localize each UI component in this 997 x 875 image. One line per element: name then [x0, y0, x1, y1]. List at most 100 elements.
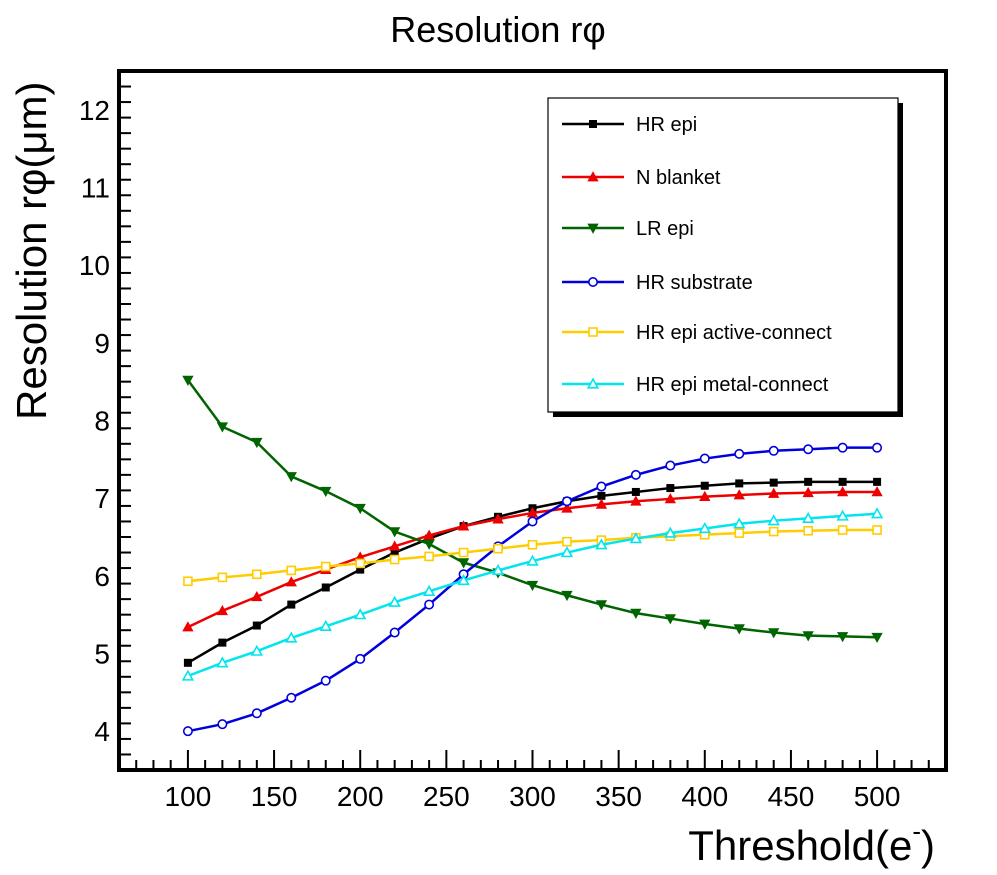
- data-point-hr-epi-metal-connect: [491, 563, 505, 576]
- data-point-hr-substrate: [217, 719, 228, 730]
- x-axis-label: Threshold(e-): [688, 816, 935, 869]
- data-point-n-blanket: [285, 576, 297, 587]
- series-layer: [181, 375, 884, 737]
- data-point-hr-epi-metal-connect: [733, 517, 746, 529]
- data-point-hr-substrate: [803, 444, 814, 455]
- legend-box: [547, 97, 899, 413]
- x-axis-label-sup: -: [912, 816, 921, 846]
- data-point-hr-epi: [804, 477, 813, 486]
- x-axis-label-main: Threshold(e: [688, 822, 912, 869]
- legend-swatch-marker: [589, 120, 597, 128]
- data-point-hr-epi-active-connect: [355, 558, 366, 569]
- y-tick-label: 12: [79, 95, 110, 126]
- data-point-hr-epi-active-connect: [527, 539, 538, 550]
- data-point-hr-epi-metal-connect: [285, 631, 298, 643]
- data-point-hr-epi-metal-connect: [560, 546, 574, 558]
- legend-label: LR epi: [636, 218, 694, 240]
- legend-label: HR substrate: [636, 272, 753, 294]
- data-point-lr-epi: [699, 619, 711, 630]
- data-point-hr-substrate: [734, 448, 745, 459]
- data-point-hr-epi-metal-connect: [422, 584, 436, 597]
- y-tick-label: 10: [79, 250, 110, 281]
- plot-frame: [117, 69, 948, 772]
- data-point-n-blanket: [836, 486, 849, 497]
- data-point-hr-epi-active-connect: [320, 561, 331, 572]
- legend-entry-hr-epi-metal-connect: HR epi metal-connect: [562, 374, 829, 396]
- data-point-lr-epi: [389, 527, 401, 538]
- data-point-hr-substrate: [355, 653, 366, 664]
- legend-entry-lr-epi: LR epi: [562, 218, 694, 240]
- y-tick-label: 8: [94, 406, 110, 437]
- data-point-n-blanket: [457, 520, 470, 531]
- data-point-hr-epi: [183, 658, 192, 667]
- data-point-hr-epi-active-connect: [252, 569, 262, 580]
- data-point-lr-epi: [354, 503, 366, 515]
- x-axis-label-close: ): [921, 822, 935, 869]
- data-point-lr-epi: [423, 539, 435, 550]
- data-point-hr-substrate: [561, 496, 572, 507]
- data-point-n-blanket: [733, 489, 745, 500]
- data-point-hr-epi-metal-connect: [319, 619, 332, 631]
- data-point-hr-substrate: [630, 469, 641, 480]
- data-point-lr-epi: [871, 632, 883, 644]
- data-point-hr-substrate: [665, 460, 676, 471]
- data-point-n-blanket: [664, 493, 676, 504]
- data-point-hr-substrate: [699, 453, 710, 464]
- y-tick-label: 7: [94, 483, 110, 514]
- data-point-lr-epi: [561, 590, 573, 602]
- y-axis-label: Resolution rφ(μm): [8, 81, 55, 420]
- data-point-hr-epi-active-connect: [734, 528, 745, 538]
- data-point-hr-epi-active-connect: [424, 551, 434, 562]
- legend-entry-hr-substrate: HR substrate: [562, 272, 753, 294]
- data-point-hr-epi: [735, 479, 744, 488]
- data-point-hr-epi-metal-connect: [802, 511, 815, 524]
- legend-label: N blanket: [636, 167, 721, 189]
- x-tick-label: 350: [595, 781, 642, 812]
- data-point-hr-substrate: [286, 692, 297, 703]
- data-point-hr-epi: [700, 481, 709, 490]
- legend-swatch-marker: [587, 223, 599, 234]
- x-tick-label: 250: [423, 781, 470, 812]
- data-point-hr-epi-metal-connect: [870, 507, 884, 519]
- data-point-hr-epi-metal-connect: [836, 509, 849, 521]
- data-point-hr-epi-active-connect: [389, 554, 400, 565]
- data-point-n-blanket: [699, 490, 711, 501]
- data-point-hr-substrate: [837, 442, 848, 453]
- data-point-hr-substrate: [768, 445, 779, 456]
- legend-swatch-marker: [588, 327, 598, 337]
- data-point-n-blanket: [630, 495, 642, 506]
- legend-entry-n-blanket: N blanket: [562, 167, 721, 189]
- data-point-hr-epi-metal-connect: [698, 522, 711, 534]
- data-point-hr-substrate: [182, 726, 193, 737]
- data-point-lr-epi: [216, 422, 229, 433]
- data-point-hr-epi: [769, 478, 778, 487]
- data-point-lr-epi: [251, 437, 263, 449]
- data-point-hr-epi-metal-connect: [457, 574, 470, 586]
- data-point-lr-epi: [182, 375, 194, 386]
- data-point-n-blanket: [389, 540, 401, 551]
- data-point-n-blanket: [595, 498, 608, 509]
- legend-entry-hr-epi: HR epi: [562, 114, 697, 136]
- data-point-lr-epi: [285, 472, 297, 483]
- x-tick-label: 100: [165, 781, 212, 812]
- x-tick-label: 200: [337, 781, 384, 812]
- y-tick-label: 9: [94, 328, 110, 359]
- data-point-n-blanket: [871, 486, 883, 497]
- legend-swatch-marker: [587, 171, 599, 182]
- legend-label: HR epi active-connect: [636, 322, 832, 344]
- chart-title: Resolution rφ: [390, 9, 605, 50]
- data-point-hr-epi: [631, 487, 640, 496]
- data-point-hr-epi-active-connect: [872, 525, 882, 535]
- data-point-hr-epi-metal-connect: [595, 538, 608, 550]
- data-point-hr-substrate: [872, 442, 883, 453]
- data-point-hr-substrate: [389, 627, 400, 638]
- data-point-n-blanket: [768, 487, 780, 498]
- x-tick-label: 500: [854, 781, 901, 812]
- data-point-n-blanket: [561, 502, 573, 513]
- data-point-n-blanket: [216, 604, 229, 616]
- legend-label: HR epi metal-connect: [636, 374, 829, 396]
- data-point-n-blanket: [492, 513, 504, 524]
- data-point-hr-epi-metal-connect: [526, 554, 539, 566]
- data-point-hr-epi: [597, 491, 606, 500]
